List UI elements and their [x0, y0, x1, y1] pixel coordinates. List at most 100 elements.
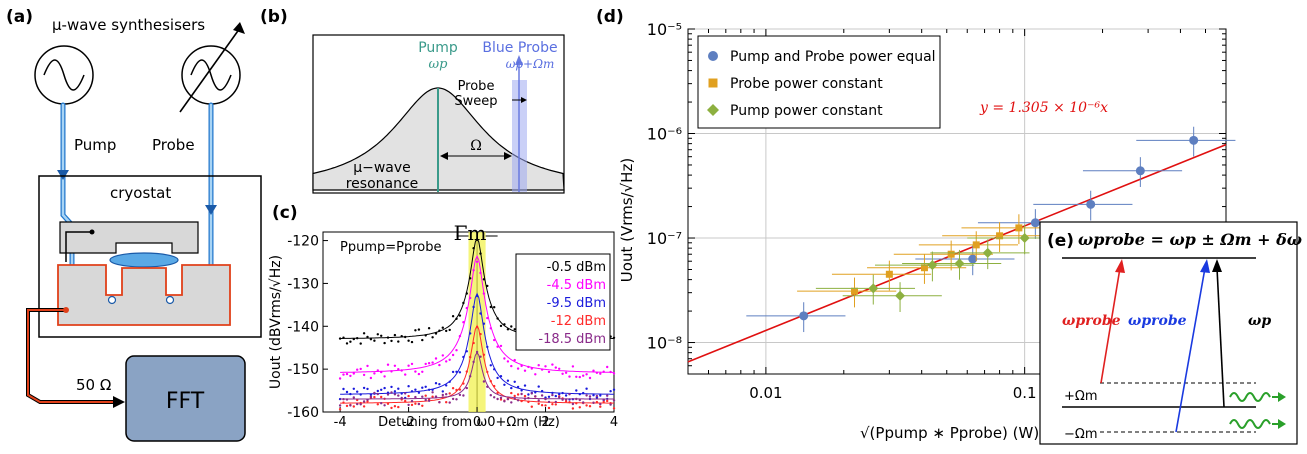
omega-label: Ω: [470, 138, 482, 154]
c-data-point: [547, 406, 551, 410]
d-point-diamond: [982, 247, 993, 258]
c-data-point: [523, 384, 527, 387]
c-data-point: [431, 395, 434, 398]
c-data-point: [445, 329, 448, 333]
c-data-point: [362, 373, 366, 377]
c-data-point: [568, 401, 571, 404]
probe-sine-icon: [190, 59, 232, 91]
c-data-point: [342, 398, 345, 401]
c-data-point: [575, 402, 578, 405]
c-data-point: [352, 372, 355, 375]
c-data-point: [506, 397, 510, 401]
c-data-point: [366, 398, 369, 401]
c-data-point: [537, 399, 540, 402]
d-point-square: [947, 250, 955, 258]
c-data-point: [551, 363, 554, 366]
c-data-point: [338, 337, 342, 340]
c-data-point: [359, 367, 362, 371]
output-node: [63, 307, 69, 313]
probe-cable-arrow-icon: [205, 205, 217, 215]
blue-probe-arrowhead-icon: [1200, 259, 1210, 273]
c-data-point: [376, 392, 379, 396]
c-data-point: [609, 390, 612, 393]
c-data-point: [407, 339, 410, 342]
d-ytick-label: 10⁻⁸: [647, 334, 682, 353]
c-legend: [515, 253, 611, 351]
c-data-point: [376, 369, 379, 372]
c-data-point: [516, 399, 520, 402]
c-data-point: [554, 400, 557, 404]
c-data-point: [503, 357, 506, 360]
c-data-point: [438, 383, 441, 386]
c-data-point: [486, 385, 489, 388]
c-data-point: [438, 329, 441, 332]
c-data-point: [527, 396, 530, 400]
c-data-point: [380, 395, 383, 399]
c-data-point: [575, 397, 578, 401]
c-data-point: [547, 395, 551, 398]
c-data-point: [547, 400, 551, 404]
c-data-point: [585, 404, 588, 407]
c-data-point: [349, 374, 352, 378]
c-data-point: [558, 396, 561, 399]
c-data-point: [448, 358, 451, 361]
c-data-point: [451, 353, 455, 357]
c-data-point: [455, 317, 458, 320]
c-data-point: [445, 360, 448, 363]
c-data-point: [342, 401, 345, 404]
probe-port: [165, 295, 175, 305]
c-data-point: [434, 357, 438, 360]
c-data-point: [493, 384, 496, 388]
c-data-point: [595, 394, 599, 398]
c-data-point: [588, 376, 592, 380]
c-data-point: [345, 404, 349, 408]
c-data-point: [489, 327, 492, 330]
c-data-point: [472, 341, 475, 345]
c-data-point: [534, 373, 537, 376]
c-data-point: [431, 388, 434, 391]
c-legend-entry: -18.5 dBm: [538, 332, 606, 347]
c-data-point: [404, 373, 407, 376]
c-data-point: [582, 401, 585, 404]
c-data-point: [558, 367, 561, 370]
output-cable: [26, 308, 115, 404]
c-data-point: [499, 398, 503, 401]
c-data-point: [455, 349, 458, 352]
c-data-point: [534, 395, 537, 398]
c-data-point: [527, 365, 530, 369]
c-data-point: [493, 368, 496, 371]
c-data-point: [482, 322, 486, 325]
fft-box: [125, 355, 246, 442]
probe-freq: ωp+Ωm: [506, 57, 555, 71]
c-data-point: [390, 339, 393, 343]
c-data-point: [475, 294, 479, 298]
resistor-label: 50 Ω: [76, 376, 111, 394]
d-point-circle: [799, 311, 809, 321]
output-arrow-icon: [113, 396, 125, 408]
c-data-point: [540, 368, 544, 371]
c-data-point: [465, 306, 468, 310]
c-data-point: [376, 333, 379, 336]
c-data-point: [458, 393, 462, 397]
pump-freq-label: ωp: [1248, 313, 1271, 329]
c-data-point: [534, 391, 537, 394]
blue-probe-arrow: [1175, 267, 1206, 433]
c-data-point: [537, 364, 540, 367]
c-data-point: [561, 398, 564, 401]
c-data-point: [602, 400, 605, 404]
c-data-point: [551, 403, 554, 406]
pump-arrow: [1216, 267, 1225, 408]
d-point-diamond: [927, 260, 938, 271]
c-data-point: [424, 385, 427, 388]
c-data-point: [599, 394, 602, 397]
c-data-point: [369, 338, 373, 341]
c-data-point: [578, 375, 581, 379]
c-data-point: [547, 370, 551, 374]
d-legend-marker: [708, 51, 718, 61]
sweep-arrowhead-icon: [521, 97, 527, 103]
c-data-point: [469, 375, 472, 378]
c-data-point: [578, 393, 581, 396]
c-data-point: [431, 336, 434, 339]
c-data-point: [359, 403, 362, 406]
c-xtick-label: -2: [402, 415, 415, 430]
